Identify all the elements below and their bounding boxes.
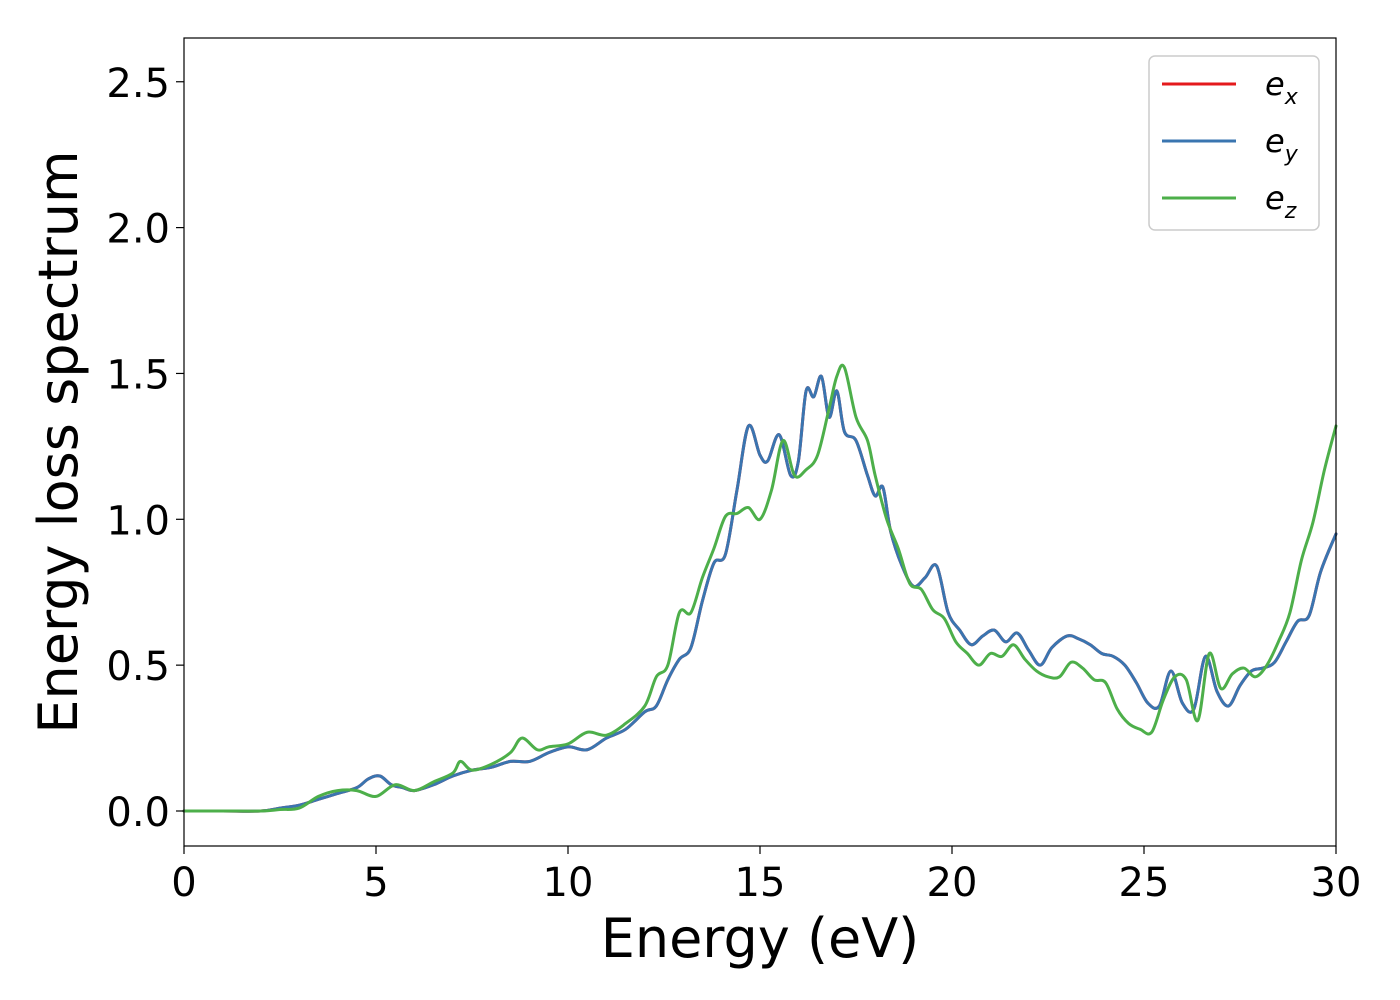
x-tick-label: 20: [927, 860, 978, 906]
legend-box: [1148, 55, 1320, 231]
series-line-y: [182, 374, 1338, 813]
y-tick-label: 1.5: [106, 352, 170, 398]
x-tick-label: 15: [735, 860, 786, 906]
x-tick-label: 5: [363, 860, 388, 906]
series-layer: [182, 363, 1338, 813]
y-axis: 0.0 0.5 1.0 1.5 2.0 2.5: [106, 61, 184, 836]
x-axis: 0 5 10 15 20 25 30: [171, 846, 1361, 906]
x-axis-title: Energy (eV): [601, 907, 920, 970]
legend: ex ey ez: [1148, 55, 1320, 231]
x-tick-label: 10: [543, 860, 594, 906]
y-tick-label: 2.0: [106, 207, 170, 253]
y-tick-label: 2.5: [106, 61, 170, 107]
y-tick-label: 0.0: [106, 790, 170, 836]
legend-label-x: ex: [1265, 65, 1299, 110]
x-tick-label: 25: [1119, 860, 1170, 906]
x-tick-label: 0: [171, 860, 196, 906]
y-tick-label: 1.0: [106, 498, 170, 544]
legend-label-z: ez: [1265, 179, 1297, 224]
x-tick-label: 30: [1311, 860, 1362, 906]
y-tick-label: 0.5: [106, 644, 170, 690]
series-line-z: [182, 363, 1338, 813]
y-axis-title: Energy loss spectrum: [27, 150, 90, 733]
legend-label-y: ey: [1265, 122, 1299, 167]
